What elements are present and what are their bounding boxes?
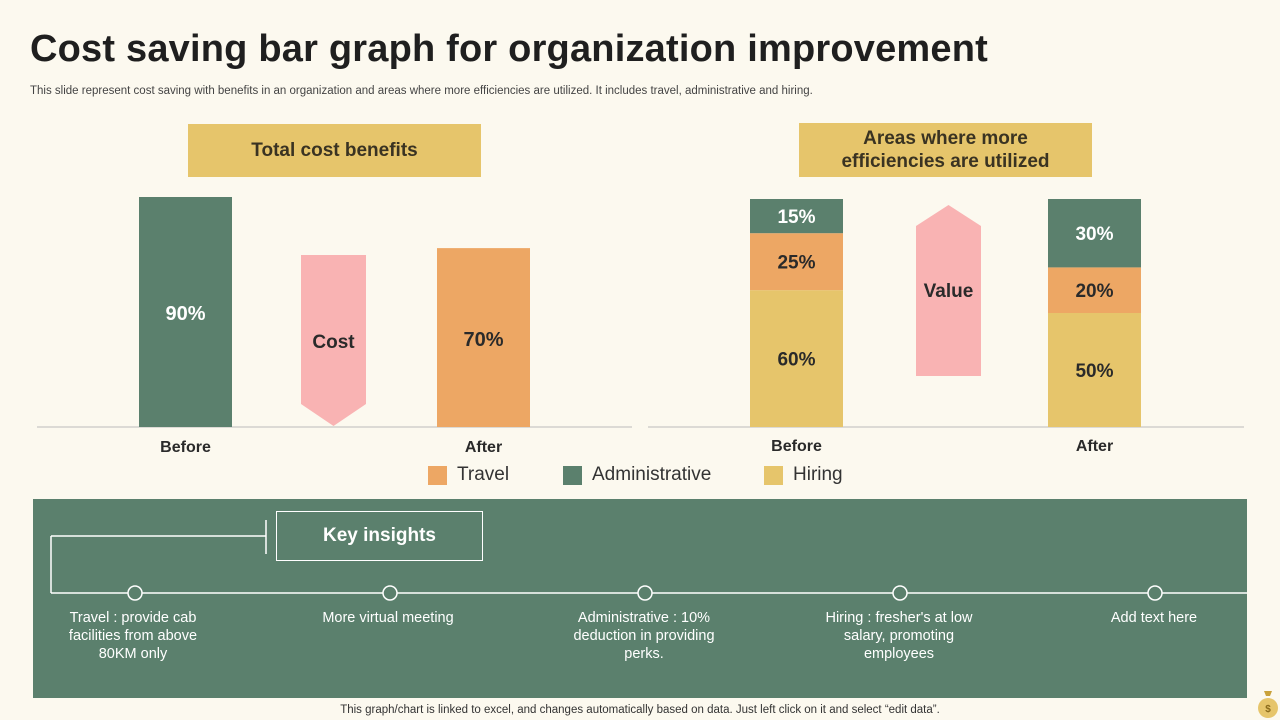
value-up-arrow [916,205,981,376]
timeline-dot-1 [127,585,143,601]
timeline-dot-5 [1147,585,1163,601]
svg-text:$: $ [1265,704,1271,715]
bar-after-travel [1048,267,1141,313]
insight-travel: Travel : provide cab facilities from abo… [68,610,198,662]
timeline-dot-4 [892,585,908,601]
legend-label-hiring: Hiring [793,464,843,485]
x-tick-before: Before [160,439,211,456]
bar-label-before: 90% [165,303,205,325]
value-arrow-label: Value [924,281,974,302]
bar-label-after-hiring: 50% [1075,361,1113,382]
legend-hiring: Hiring [764,464,843,486]
x-tick-right-after: After [1076,438,1113,455]
bar-label-before-travel: 25% [777,253,815,274]
bar-after [437,248,530,427]
right-chart-title: Areas where more efficiencies are utiliz… [799,123,1092,177]
x-tick-right-before: Before [771,438,822,455]
bar-before [139,197,232,427]
left-chart-title: Total cost benefits [188,124,481,177]
legend-travel: Travel [428,464,509,486]
bar-label-after-travel: 20% [1075,281,1113,302]
key-insights-panel: Key insights Travel : provide cab facili… [33,499,1247,698]
cost-arrow-label: Cost [312,332,355,353]
insight-virtual-meeting: More virtual meeting [322,610,454,626]
total-cost-benefits-chart: 90% Before 70% After Cost [37,197,632,456]
bar-label-before-administrative: 15% [777,207,815,228]
bar-before-travel [750,233,843,291]
legend-label-travel: Travel [457,464,510,485]
bar-after-administrative [1048,199,1141,268]
bar-label-after: 70% [463,329,503,351]
legend-swatch-administrative [563,465,582,485]
bar-after-hiring [1048,313,1141,427]
timeline-dot-2 [382,585,398,601]
insight-hiring: Hiring : fresher's at low salary, promot… [825,610,973,662]
money-bag-icon: $ [1258,691,1278,718]
timeline-lines [50,520,1247,601]
bar-label-before-hiring: 60% [777,350,815,371]
insight-administrative: Administrative : 10% deduction in provid… [573,610,715,662]
bar-before-hiring [750,290,843,427]
x-tick-after: After [465,439,502,456]
legend-swatch-hiring [764,465,783,485]
insight-add-text: Add text here [1110,610,1198,626]
legend-administrative: Administrative [563,464,711,486]
page-title: Cost saving bar graph for organization i… [30,28,989,70]
key-insights-heading: Key insights [276,511,483,561]
legend-swatch-travel [428,465,447,485]
cost-down-arrow [301,255,366,426]
footer-note: This graph/chart is linked to excel, and… [340,704,940,716]
legend-label-administrative: Administrative [592,464,712,485]
page-subtitle: This slide represent cost saving with be… [30,85,813,97]
bar-label-after-administrative: 30% [1075,224,1113,245]
timeline-dot-3 [637,585,653,601]
bar-before-administrative [750,199,843,234]
